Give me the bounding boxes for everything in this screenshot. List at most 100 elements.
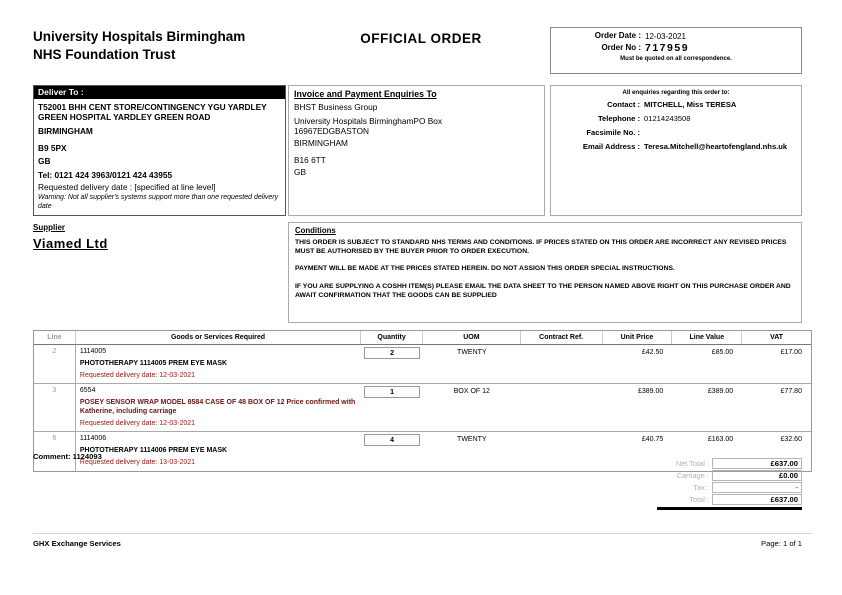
carriage-label: Carriage : xyxy=(676,471,709,480)
order-reference-box: Order Date : 12-03-2021 Order No : 71795… xyxy=(550,27,802,74)
requested-delivery-note: Requested delivery date : [specified at … xyxy=(38,181,216,192)
goods-cell: 1114006 PHOTOTHERAPY 1114006 PREM EYE MA… xyxy=(76,432,361,470)
deliver-to-body: T52001 BHH CENT STORE/CONTINGENCY YGU YA… xyxy=(34,99,285,214)
quantity-value: 4 xyxy=(364,434,421,447)
col-header-unit-price: Unit Price xyxy=(603,331,673,344)
email-label: Email Address : xyxy=(582,142,640,151)
order-enquiries-box: All enquiries regarding this order to: C… xyxy=(550,85,802,216)
invoice-enquiries-box: Invoice and Payment Enquiries To BHST Bu… xyxy=(288,85,545,216)
item-description: PHOTOTHERAPY 1114006 PREM EYE MASK xyxy=(79,447,228,454)
enquiries-heading: All enquiries regarding this order to: xyxy=(622,89,730,96)
facsimile-label: Facsimile No. : xyxy=(586,128,640,137)
invoice-line: University Hospitals BirminghamPO Box xyxy=(294,115,443,126)
email-row: Email Address : Teresa.Mitchell@heartofe… xyxy=(556,142,796,151)
contact-row: Contact : MITCHELL, Miss TERESA xyxy=(556,100,796,109)
contract-ref-value xyxy=(521,384,603,431)
line-number: 3 xyxy=(34,384,76,432)
footer-service-name: GHX Exchange Services xyxy=(33,539,121,548)
line-number: 2 xyxy=(34,345,76,384)
footer-divider xyxy=(33,533,812,534)
order-date-label: Order Date : xyxy=(594,31,641,40)
tax-row: Tax : - xyxy=(600,482,802,493)
net-total-value: £637.00 xyxy=(712,458,802,469)
line-value-value: £163.00 xyxy=(707,436,734,444)
order-no-label: Order No : xyxy=(601,42,641,52)
uom-value: BOX OF 12 xyxy=(453,388,490,396)
item-code: 1114005 xyxy=(79,348,107,355)
unit-price-value: £40.75 xyxy=(641,436,664,444)
line-value-value: £85.00 xyxy=(711,349,734,356)
uom-value: TWENTY xyxy=(457,436,487,444)
net-total-row: Net Total : £637.00 xyxy=(600,458,802,469)
deliver-to-box: Deliver To : T52001 BHH CENT STORE/CONTI… xyxy=(33,85,286,216)
conditions-heading: Conditions xyxy=(295,226,336,235)
unit-price-value: £389.00 xyxy=(638,388,664,396)
footer-page-number: Page: 1 of 1 xyxy=(761,539,802,548)
supplier-name: Viamed Ltd xyxy=(33,236,108,251)
col-header-line: Line xyxy=(34,331,76,344)
quantity-cell: 2 xyxy=(361,345,423,383)
table-row: 2 1114005 PHOTOTHERAPY 1114005 PREM EYE … xyxy=(34,345,811,385)
col-header-uom: UOM xyxy=(423,331,521,344)
delivery-warning: Warning: Not all supplier's systems supp… xyxy=(38,193,279,210)
requested-delivery-date: Requested delivery date: 12-03-2021 xyxy=(79,419,196,427)
invoice-line: GB xyxy=(294,166,306,177)
facsimile-row: Facsimile No. : xyxy=(556,128,796,137)
tax-label: Tax : xyxy=(693,483,709,492)
invoice-line: BHST Business Group xyxy=(294,102,378,112)
item-code: 6554 xyxy=(79,387,96,395)
order-date-value: 12-03-2021 xyxy=(645,31,686,41)
col-header-contract-ref: Contract Ref. xyxy=(521,331,603,344)
quantity-cell: 1 xyxy=(361,384,423,431)
total-underline-bar xyxy=(657,507,802,510)
order-note: Must be quoted on all correspondence. xyxy=(620,55,732,62)
order-date-row: Order Date : 12-03-2021 xyxy=(557,31,795,41)
invoice-line: B16 6TT xyxy=(294,154,326,165)
item-description: POSEY SENSOR WRAP MODEL 8584 CASE OF 48 … xyxy=(79,399,356,415)
totals-section: Net Total : £637.00 Carriage : £0.00 Tax… xyxy=(600,458,802,510)
conditions-paragraph: IF YOU ARE SUPPLYING A COSHH ITEM(S) PLE… xyxy=(295,282,791,299)
requested-delivery-date: Requested delivery date: 13-03-2021 xyxy=(79,458,196,466)
goods-cell: 1114005 PHOTOTHERAPY 1114005 PREM EYE MA… xyxy=(76,345,361,383)
order-no-row: Order No : 717959 xyxy=(557,42,795,54)
vat-value: £77.80 xyxy=(780,388,802,396)
invoice-line: BIRMINGHAM xyxy=(294,137,348,148)
carriage-row: Carriage : £0.00 xyxy=(600,470,802,481)
organisation-name: University Hospitals Birmingham NHS Foun… xyxy=(33,28,333,63)
deliver-address: T52001 BHH CENT STORE/CONTINGENCY YGU YA… xyxy=(38,102,267,123)
conditions-box: Conditions THIS ORDER IS SUBJECT TO STAN… xyxy=(288,222,802,323)
col-header-quantity: Quantity xyxy=(361,331,423,344)
deliver-telephone: Tel: 0121 424 3963/0121 424 43955 xyxy=(38,169,173,180)
invoice-enquiries-heading: Invoice and Payment Enquiries To xyxy=(294,89,437,99)
vat-value: £17.00 xyxy=(780,349,802,356)
col-header-line-value: Line Value xyxy=(672,331,743,344)
line-value-value: £389.00 xyxy=(707,388,734,396)
order-lines-table: Line Goods or Services Required Quantity… xyxy=(33,330,812,472)
deliver-postcode: B9 5PX xyxy=(38,143,67,154)
contract-ref-value xyxy=(521,345,603,383)
telephone-label: Telephone : xyxy=(597,114,640,123)
table-header-row: Line Goods or Services Required Quantity… xyxy=(34,331,811,345)
document-title: OFFICIAL ORDER xyxy=(360,31,482,46)
conditions-paragraph: THIS ORDER IS SUBJECT TO STANDARD NHS TE… xyxy=(295,239,787,256)
contact-value: MITCHELL, Miss TERESA xyxy=(644,100,737,109)
quantity-value: 1 xyxy=(364,386,421,399)
col-header-vat: VAT xyxy=(770,334,784,341)
email-value: Teresa.Mitchell@heartofengland.nhs.uk xyxy=(644,142,788,151)
item-description: PHOTOTHERAPY 1114005 PREM EYE MASK xyxy=(79,359,228,367)
vat-value: £32.60 xyxy=(780,436,802,444)
requested-delivery-date: Requested delivery date: 12-03-2021 xyxy=(79,371,196,379)
total-row: Total : £637.00 xyxy=(600,494,802,505)
telephone-row: Telephone : 01214243508 xyxy=(556,114,796,123)
supplier-heading: Supplier xyxy=(33,223,66,232)
contract-ref-value xyxy=(521,432,603,470)
unit-price-value: £42.50 xyxy=(641,349,664,356)
contact-label: Contact : xyxy=(607,100,640,109)
deliver-to-heading: Deliver To : xyxy=(34,86,285,99)
goods-cell: 6554 POSEY SENSOR WRAP MODEL 8584 CASE O… xyxy=(76,384,361,431)
conditions-paragraph: PAYMENT WILL BE MADE AT THE PRICES STATE… xyxy=(295,265,675,273)
net-total-label: Net Total : xyxy=(675,459,709,468)
line-number: 6 xyxy=(34,432,76,471)
quantity-value: 2 xyxy=(364,347,421,359)
